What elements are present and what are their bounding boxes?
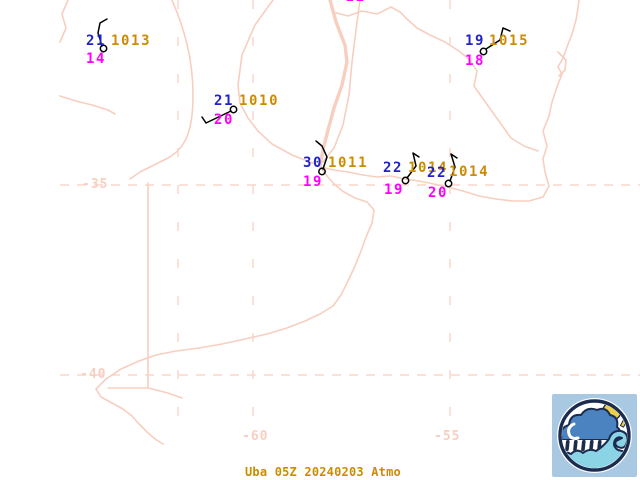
lon-label-60w: -60 [242,429,269,444]
station-dewpoint: 20 [214,112,235,128]
station-1-symbol [97,18,108,53]
lagoon [557,51,567,77]
station-circle [444,179,453,188]
station-temperature: 21 [214,93,235,109]
station-pressure: 1014 [408,160,449,176]
station-pressure: 1011 [328,155,369,171]
lat-label-40s: -40 [80,367,107,382]
wind-barb-icon [449,153,458,182]
station-dewpoint: 14 [86,51,107,67]
wind-barb-icon [406,152,420,179]
station-dewpoint: 19 [303,174,324,190]
wind-barb-icon [201,110,232,124]
station-circle [229,105,238,114]
coast-uruguay [319,0,580,202]
station-dewpoint: 19 [384,182,405,198]
station-4-symbol [315,140,328,176]
station-circle [479,47,488,56]
border-la-pampa [107,182,183,399]
border-parana-west [237,0,316,165]
station-symbols [97,18,511,188]
weather-logo [552,394,637,477]
lon-label-55w: -55 [434,429,461,444]
station-dewpoint: 20 [428,185,449,201]
river-parana [318,0,349,168]
station-pressure: 1014 [449,164,490,180]
latlon-grid [60,0,640,430]
border-corner-2 [59,95,116,115]
station-circle [318,167,326,176]
station-5-symbol [401,152,420,185]
station-pressure: 1015 [489,33,530,49]
lat-label-35s: -35 [82,177,109,192]
map-coastlines [59,0,580,445]
station-6-symbol [444,153,458,188]
border-uruguay-brazil [332,6,539,152]
station-dewpoint: 18 [465,53,486,69]
station-pressure: 1010 [239,93,280,109]
station-temperature: 19 [465,33,486,49]
wind-barb-icon [485,27,511,50]
station-circle [401,176,410,185]
station-temperature: 22 [383,160,404,176]
station-2-symbol [479,27,511,56]
cloud-icon [562,407,622,441]
station-temperature: 21 [86,33,107,49]
wind-barb-icon [315,140,328,170]
station-3-symbol [201,105,238,124]
clipped-dewpoint-value: 22 [346,0,366,4]
border-corner-1 [59,0,69,43]
border-left [129,0,194,180]
station-temperature: 22 [427,165,448,181]
wind-barb-icon [97,18,108,47]
river-uruguay [322,0,361,163]
station-circle [99,44,108,53]
map-caption: Uba 05Z 20240203 Atmo [245,465,401,479]
station-temperature: 30 [303,155,324,171]
coast-argentina [95,166,375,445]
station-pressure: 1013 [111,33,152,49]
